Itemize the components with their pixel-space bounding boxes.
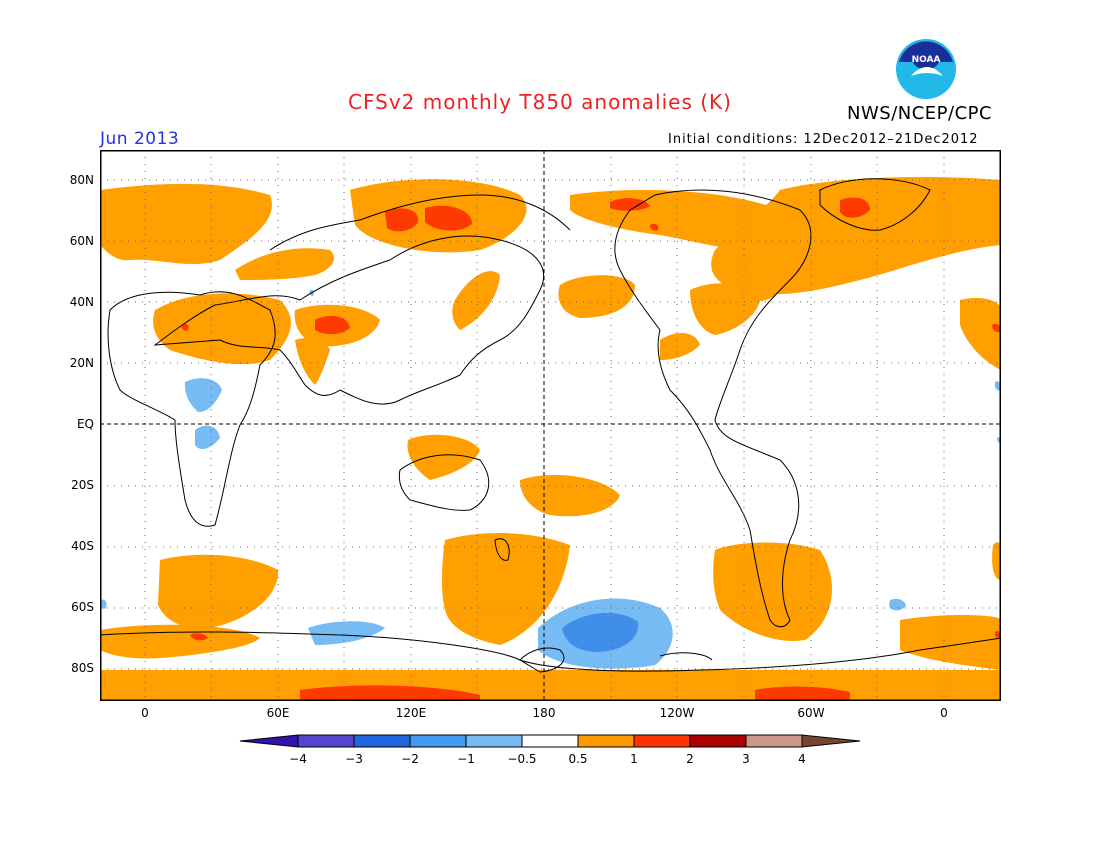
logo-text: NOAA [912, 55, 941, 65]
lat-label-eq: EQ [76, 417, 94, 431]
lat-label-40s: 40S [71, 539, 94, 553]
colorbar-swatch-8 [689, 734, 747, 748]
colorbar-swatch-2 [353, 734, 411, 748]
colorbar-label-2: 2 [686, 752, 694, 766]
colorbar-label-1: 1 [630, 752, 638, 766]
colorbar-label-neg1: −1 [457, 752, 475, 766]
colorbar-arrow-high [801, 734, 861, 748]
colorbar [239, 734, 861, 748]
colorbar-arrow-low [239, 734, 299, 748]
colorbar-label-neg4: −4 [289, 752, 307, 766]
lon-gridlines [144, 150, 945, 701]
warm-anomaly-regions [100, 177, 1001, 701]
colorbar-swatch-3 [409, 734, 467, 748]
colorbar-swatch-1 [297, 734, 355, 748]
colorbar-swatch-9 [745, 734, 803, 748]
colorbar-label-3: 3 [742, 752, 750, 766]
colorbar-label-neg3: −3 [345, 752, 363, 766]
colorbar-label-0-5: 0.5 [568, 752, 588, 766]
lon-label-0: 0 [141, 706, 149, 720]
coastlines [100, 178, 1001, 673]
forecast-month: Jun 2013 [100, 129, 180, 149]
colorbar-swatch-6 [577, 734, 635, 748]
map-title: CFSv2 monthly T850 anomalies (K) [348, 90, 732, 114]
lon-label-0-east: 0 [940, 706, 948, 720]
lon-label-60e: 60E [266, 706, 290, 720]
map-frame [100, 150, 1001, 701]
lon-label-60w: 60W [797, 706, 825, 720]
anomaly-map [100, 150, 1001, 701]
lat-label-60s: 60S [71, 600, 94, 614]
cool-anomaly-regions [100, 289, 1001, 669]
noaa-logo: NOAA [896, 39, 956, 99]
lat-label-60n: 60N [69, 234, 94, 248]
colorbar-label-neg2: −2 [401, 752, 419, 766]
colorbar-label-4: 4 [798, 752, 806, 766]
initial-conditions: Initial conditions: 12Dec2012–21Dec2012 [668, 132, 979, 147]
agency-label: NWS/NCEP/CPC [847, 103, 993, 124]
colorbar-swatch-5 [521, 734, 579, 748]
lon-label-120e: 120E [395, 706, 427, 720]
strong-warm-anomaly-regions [181, 197, 1001, 701]
lat-label-40n: 40N [69, 295, 94, 309]
lat-label-80s: 80S [71, 661, 94, 675]
colorbar-label-neg0-5: −0.5 [507, 752, 537, 766]
lon-label-180: 180 [532, 706, 556, 720]
colorbar-swatch-4 [465, 734, 523, 748]
lat-label-80n: 80N [69, 173, 94, 187]
lat-label-20n: 20N [69, 356, 94, 370]
lon-label-120w: 120W [659, 706, 695, 720]
lat-label-20s: 20S [71, 478, 94, 492]
colorbar-swatch-7 [633, 734, 691, 748]
